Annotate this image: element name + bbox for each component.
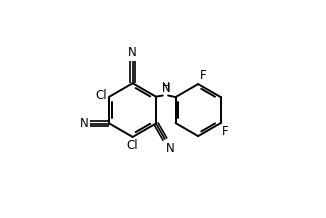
Text: F: F [222, 125, 229, 138]
Text: N: N [80, 117, 88, 130]
Text: H: H [162, 82, 170, 92]
Text: Cl: Cl [127, 140, 139, 152]
Text: N: N [128, 46, 137, 59]
Text: N: N [161, 82, 170, 95]
Text: F: F [200, 69, 206, 82]
Text: Cl: Cl [96, 89, 107, 102]
Text: N: N [166, 142, 175, 155]
